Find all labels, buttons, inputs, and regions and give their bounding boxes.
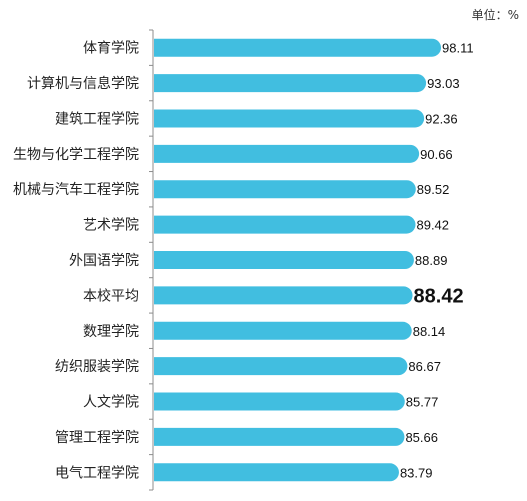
bar: [154, 38, 441, 57]
category-label: 纺织服装学院: [55, 359, 139, 375]
bar: [154, 427, 405, 446]
average-value-label: 88.42: [414, 285, 464, 307]
category-label: 建筑工程学院: [55, 111, 139, 127]
bar: [154, 321, 412, 340]
value-label: 83.79: [400, 465, 433, 480]
category-label: 电气工程学院: [55, 465, 139, 481]
category-label: 生物与化学工程学院: [13, 147, 139, 163]
category-label: 艺术学院: [83, 218, 139, 234]
category-label: 外国语学院: [69, 253, 139, 269]
bar: [154, 463, 399, 482]
bar: [154, 74, 427, 93]
bar: [154, 144, 420, 163]
value-label: 92.36: [425, 111, 458, 126]
value-label: 88.89: [415, 253, 448, 268]
unit-label: 单位：%: [471, 8, 519, 22]
bar: [154, 357, 408, 376]
bar: [154, 215, 416, 234]
bar: [154, 286, 413, 305]
bar: [154, 109, 425, 128]
value-label: 85.77: [406, 395, 439, 410]
value-label: 98.11: [442, 41, 474, 56]
value-label: 90.66: [420, 147, 453, 162]
value-label: 89.52: [417, 182, 450, 197]
bar: [154, 180, 416, 199]
category-label: 本校平均: [83, 287, 139, 304]
bar: [154, 251, 414, 269]
value-label: 85.66: [405, 430, 438, 445]
category-label: 数理学院: [83, 324, 139, 340]
category-label: 人文学院: [83, 395, 139, 411]
category-label: 计算机与信息学院: [27, 75, 139, 92]
value-label: 93.03: [427, 76, 460, 91]
value-label: 88.14: [413, 324, 446, 339]
bar: [154, 392, 405, 411]
category-label: 管理工程学院: [55, 430, 139, 446]
category-label: 机械与汽车工程学院: [13, 181, 139, 198]
category-label: 体育学院: [83, 41, 139, 57]
value-label: 89.42: [416, 218, 449, 233]
value-label: 86.67: [408, 359, 441, 374]
